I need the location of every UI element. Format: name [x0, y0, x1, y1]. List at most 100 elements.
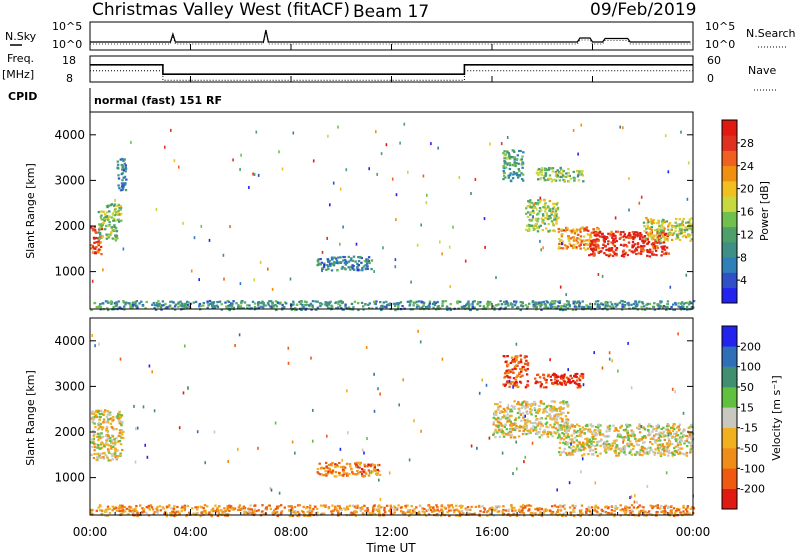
scatter-cell: [631, 230, 635, 234]
scatter-cell: [655, 425, 658, 428]
scatter-cell: [96, 456, 99, 459]
scatter-cell: [685, 439, 688, 442]
time-axis: 00:00 04:00 08:00 12:00 16:00 20:00 00:00: [73, 44, 710, 539]
scatter-cell: [589, 430, 592, 433]
scatter-cell: [441, 302, 444, 305]
scatter-cell: [312, 408, 314, 412]
scatter-cell: [213, 430, 216, 434]
scatter-cell: [347, 431, 349, 435]
scatter-cell: [433, 303, 437, 306]
scatter-cell: [119, 504, 122, 507]
scatter-cell: [497, 428, 501, 432]
scatter-cell: [153, 511, 156, 514]
scatter-cell: [630, 386, 633, 390]
scatter-cell: [95, 236, 98, 240]
colorbar-segment: [722, 427, 737, 449]
scatter-cell: [621, 436, 624, 439]
scatter-cell: [228, 504, 231, 507]
scatter-cell: [564, 308, 567, 311]
scatter-cell: [575, 446, 578, 449]
scatter-cell: [319, 263, 323, 266]
scatter-cell: [120, 185, 124, 188]
scatter-cell: [674, 390, 676, 394]
scatter-cell: [305, 507, 308, 510]
scatter-cell: [678, 442, 682, 445]
scatter-cell: [620, 425, 623, 428]
scatter-cell: [498, 435, 502, 438]
scatter-cell: [650, 226, 653, 229]
scatter-cell: [495, 507, 498, 511]
scatter-cell: [663, 245, 666, 248]
scatter-cell: [394, 265, 397, 269]
scatter-cell: [511, 368, 514, 371]
scatter-cell: [537, 422, 540, 425]
scatter-cell: [621, 250, 625, 253]
scatter-cell: [614, 449, 617, 452]
scatter-cell: [257, 306, 261, 309]
scatter-cell: [553, 373, 556, 376]
scatter-cell: [511, 507, 514, 510]
scatter-cell: [115, 304, 118, 307]
scatter-cell: [98, 509, 102, 512]
scatter-cell: [357, 260, 361, 263]
scatter-cell: [355, 473, 358, 476]
scatter-cell: [228, 309, 231, 312]
scatter-cell: [629, 236, 632, 239]
scatter-cell: [441, 252, 443, 256]
scatter-cell: [186, 504, 190, 508]
velocity-panel-marks: [90, 329, 696, 518]
scatter-cell: [675, 451, 679, 454]
scatter-cell: [539, 176, 543, 180]
colorbar-tick-label: 16: [740, 206, 754, 219]
scatter-cell: [594, 432, 597, 435]
scatter-cell: [491, 509, 494, 512]
scatter-cell: [667, 444, 671, 447]
scatter-cell: [455, 508, 458, 511]
scatter-cell: [506, 375, 509, 378]
scatter-cell: [562, 377, 565, 380]
scatter-cell: [594, 434, 597, 437]
scatter-cell: [655, 254, 658, 257]
scatter-cell: [661, 224, 664, 227]
scatter-cell: [651, 430, 654, 433]
scatter-cell: [539, 386, 542, 389]
scatter-cell: [206, 300, 209, 303]
scatter-cell: [589, 448, 592, 451]
scatter-cell: [321, 512, 324, 515]
scatter-cell: [118, 422, 121, 425]
scatter-cell: [570, 438, 573, 441]
scatter-cell: [533, 421, 537, 424]
scatter-cell: [368, 261, 371, 265]
scatter-cell: [503, 384, 507, 387]
scatter-cell: [515, 173, 519, 177]
scatter-cell: [576, 300, 580, 303]
scatter-cell: [255, 509, 258, 513]
scatter-cell: [662, 305, 666, 308]
scatter-cell: [604, 304, 607, 307]
scatter-cell: [184, 305, 188, 308]
scatter-cell: [649, 437, 653, 440]
scatter-cell: [519, 358, 523, 361]
scatter-cell: [590, 442, 593, 445]
scatter-cell: [585, 243, 589, 246]
scatter-cell: [526, 400, 529, 403]
scatter-cell: [623, 449, 626, 452]
scatter-cell: [641, 510, 644, 513]
scatter-cell: [262, 303, 265, 306]
scatter-cell: [199, 505, 202, 508]
scatter-cell: [228, 509, 231, 512]
scatter-cell: [109, 422, 113, 425]
scatter-cell: [612, 305, 615, 308]
scatter-cell: [106, 410, 109, 413]
scatter-cell: [120, 429, 124, 432]
scatter-cell: [433, 508, 436, 512]
scatter-cell: [509, 420, 512, 423]
scatter-cell: [587, 229, 590, 232]
scatter-cell: [510, 303, 513, 306]
scatter-cell: [590, 253, 593, 256]
scatter-cell: [506, 157, 509, 160]
scatter-cell: [108, 215, 111, 218]
scatter-cell: [640, 305, 643, 308]
scatter-cell: [642, 426, 645, 429]
scatter-cell: [492, 421, 496, 424]
